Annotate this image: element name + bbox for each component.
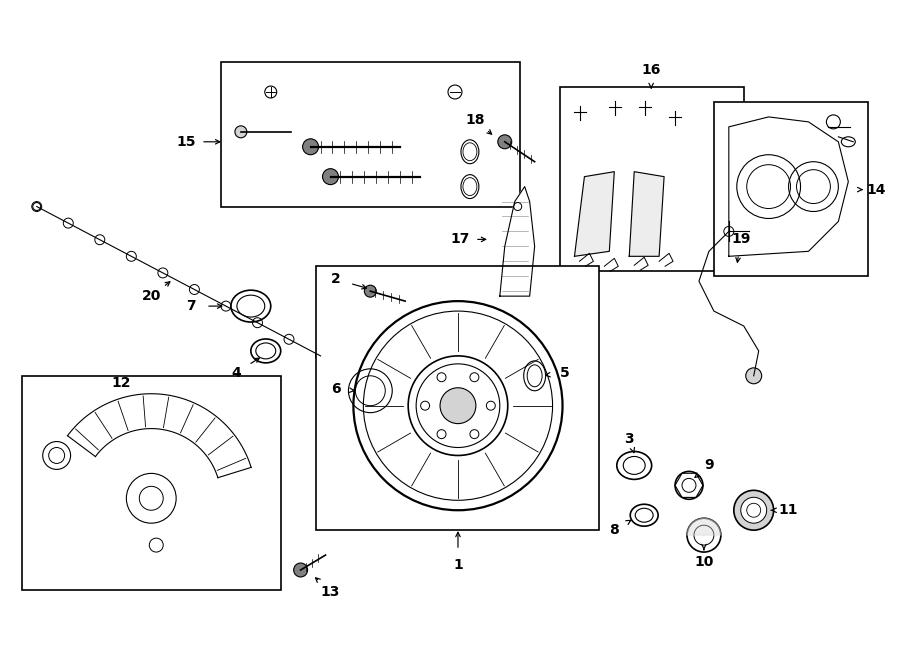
Text: 10: 10 — [694, 555, 714, 569]
Circle shape — [364, 285, 376, 297]
Circle shape — [420, 401, 429, 410]
Text: 2: 2 — [330, 272, 340, 286]
Polygon shape — [629, 172, 664, 256]
Text: 15: 15 — [176, 135, 196, 149]
Circle shape — [486, 401, 495, 410]
Circle shape — [316, 351, 326, 361]
Polygon shape — [500, 186, 535, 296]
Circle shape — [253, 318, 263, 328]
Circle shape — [322, 169, 338, 184]
Text: 13: 13 — [320, 585, 340, 599]
Polygon shape — [729, 117, 849, 256]
Bar — [316, 266, 599, 530]
Text: 9: 9 — [704, 459, 714, 473]
Ellipse shape — [461, 175, 479, 198]
Bar — [22, 376, 281, 590]
Polygon shape — [687, 518, 721, 535]
Circle shape — [126, 251, 136, 261]
Text: 6: 6 — [330, 382, 340, 396]
Circle shape — [826, 115, 841, 129]
Circle shape — [470, 373, 479, 381]
Circle shape — [734, 490, 774, 530]
Circle shape — [293, 563, 308, 577]
Circle shape — [32, 202, 41, 212]
Circle shape — [498, 135, 512, 149]
Circle shape — [63, 218, 73, 228]
Bar — [560, 87, 743, 271]
Text: 12: 12 — [112, 376, 131, 390]
Circle shape — [189, 284, 200, 295]
Text: 8: 8 — [609, 523, 619, 537]
Text: 1: 1 — [453, 558, 463, 572]
Text: 18: 18 — [465, 113, 484, 127]
Circle shape — [437, 430, 446, 439]
Circle shape — [94, 235, 104, 245]
Text: 11: 11 — [778, 503, 798, 518]
Circle shape — [440, 388, 476, 424]
Text: 5: 5 — [560, 366, 570, 380]
Circle shape — [302, 139, 319, 155]
Text: 14: 14 — [867, 182, 886, 196]
Ellipse shape — [461, 140, 479, 164]
Text: 16: 16 — [642, 63, 661, 77]
Text: 20: 20 — [141, 289, 161, 303]
Circle shape — [235, 126, 247, 137]
Circle shape — [284, 334, 294, 344]
Text: 17: 17 — [450, 233, 470, 247]
Text: 19: 19 — [731, 233, 751, 247]
Polygon shape — [574, 172, 615, 256]
Bar — [221, 62, 519, 206]
Bar — [714, 102, 868, 276]
Circle shape — [746, 368, 761, 384]
Circle shape — [437, 373, 446, 381]
Circle shape — [741, 497, 767, 524]
Text: 7: 7 — [186, 299, 196, 313]
Circle shape — [470, 430, 479, 439]
Circle shape — [158, 268, 168, 278]
Text: 4: 4 — [231, 366, 241, 380]
Circle shape — [221, 301, 231, 311]
Text: 3: 3 — [625, 432, 634, 446]
